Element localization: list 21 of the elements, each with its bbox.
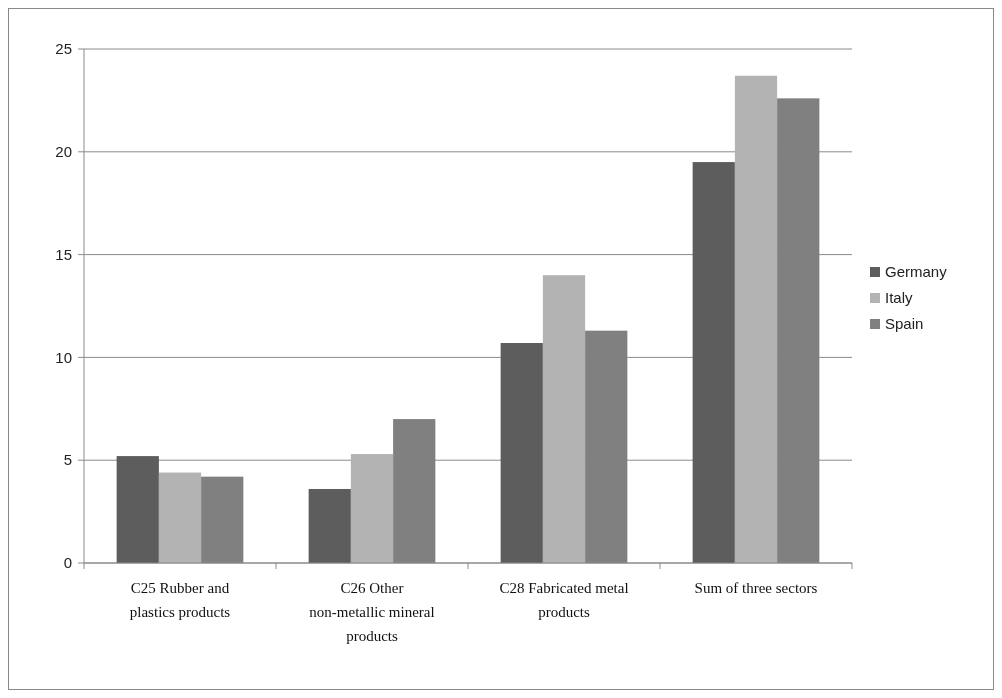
x-tick-label: C25 Rubber and plastics products: [129, 580, 231, 620]
y-tick-label: 25: [55, 40, 72, 58]
bar: [734, 75, 778, 563]
bar: [692, 162, 735, 563]
bar: [542, 275, 586, 563]
legend-label: Germany: [885, 263, 948, 281]
y-tick-label: 5: [63, 451, 72, 469]
y-tick-label: 10: [55, 348, 72, 366]
legend-label: Italy: [885, 289, 914, 307]
bar: [350, 454, 394, 563]
bar: [158, 472, 202, 563]
y-tick-label: 20: [55, 143, 72, 161]
legend-label: Spain: [885, 315, 924, 333]
bar: [116, 456, 159, 563]
x-tick-label: C26 Other non-metallic mineral products: [309, 580, 435, 644]
y-tick-label: 15: [55, 245, 72, 263]
y-tick-label: 0: [63, 554, 72, 572]
bar: [308, 488, 351, 563]
x-tick-label: Sum of three sectors: [694, 580, 818, 596]
bar: [500, 343, 543, 563]
x-tick-label: C28 Fabricated metal products: [499, 580, 629, 620]
